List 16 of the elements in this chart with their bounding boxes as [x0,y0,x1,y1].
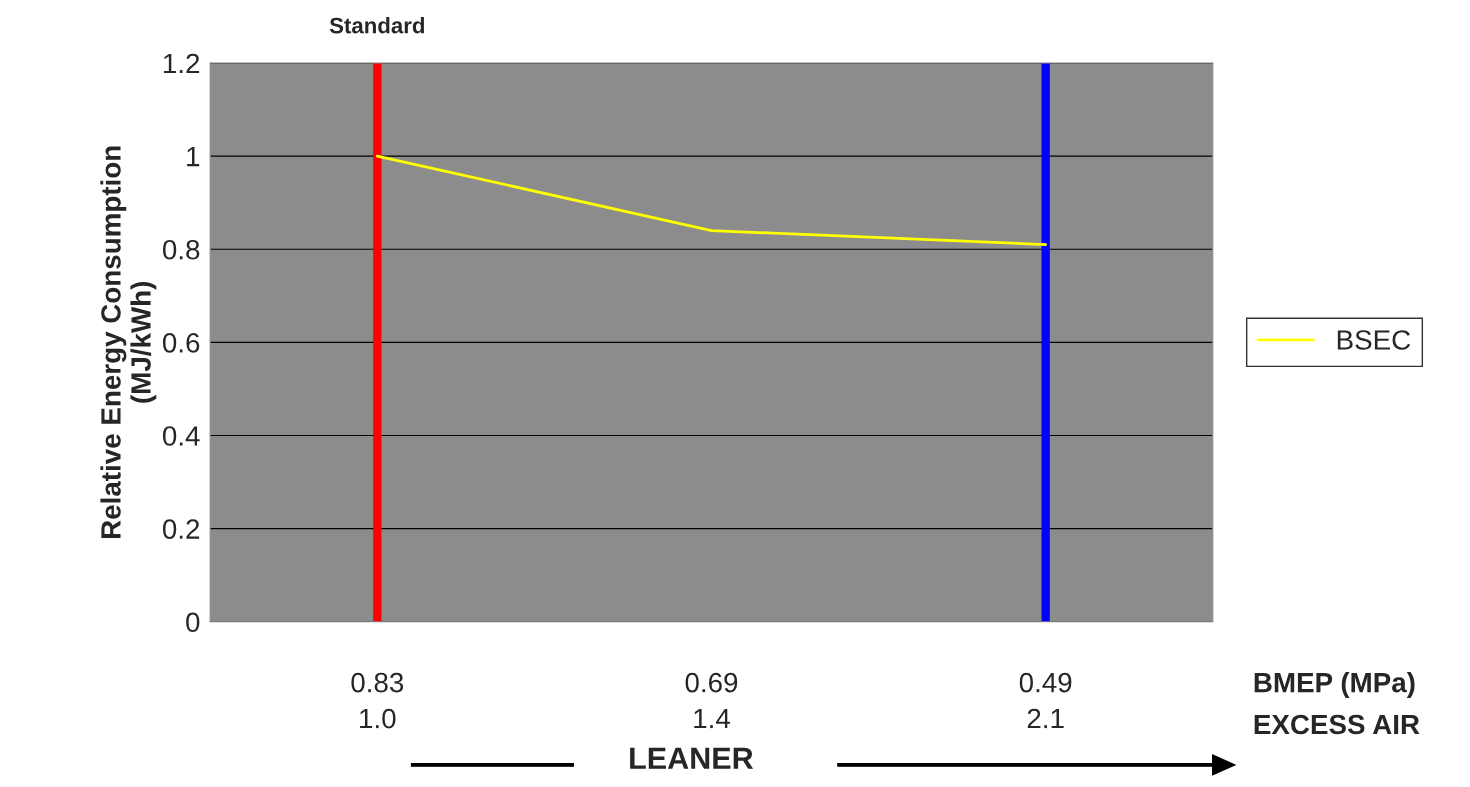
text: EXCESS AIR [1254,714,1420,735]
x-tick-label: 0.49 2.1 [1019,672,1072,729]
ref-line-label: Standard [329,17,424,34]
y-tick-label: 0.8 [162,239,200,260]
x-tick-label: 0.83 1.0 [351,672,404,729]
y-tick-label: 0 [186,612,200,633]
y-tick-label: 1.2 [163,53,200,74]
y-tick-label: 0.4 [162,426,200,446]
x-tick-label: 0.69 1.4 [685,672,738,729]
y-tick-label: 0.2 [162,519,200,539]
y-tick-label: 0.6 [162,333,200,353]
text: BMEP (MPa) [1254,672,1415,698]
legend-label: BSEC [1337,330,1411,350]
x-axis-title: LEANER [630,747,754,769]
y-axis-title: Relative Energy Consumption (MJ/kWh) [100,146,157,539]
y-tick-label: 1 [187,147,200,167]
